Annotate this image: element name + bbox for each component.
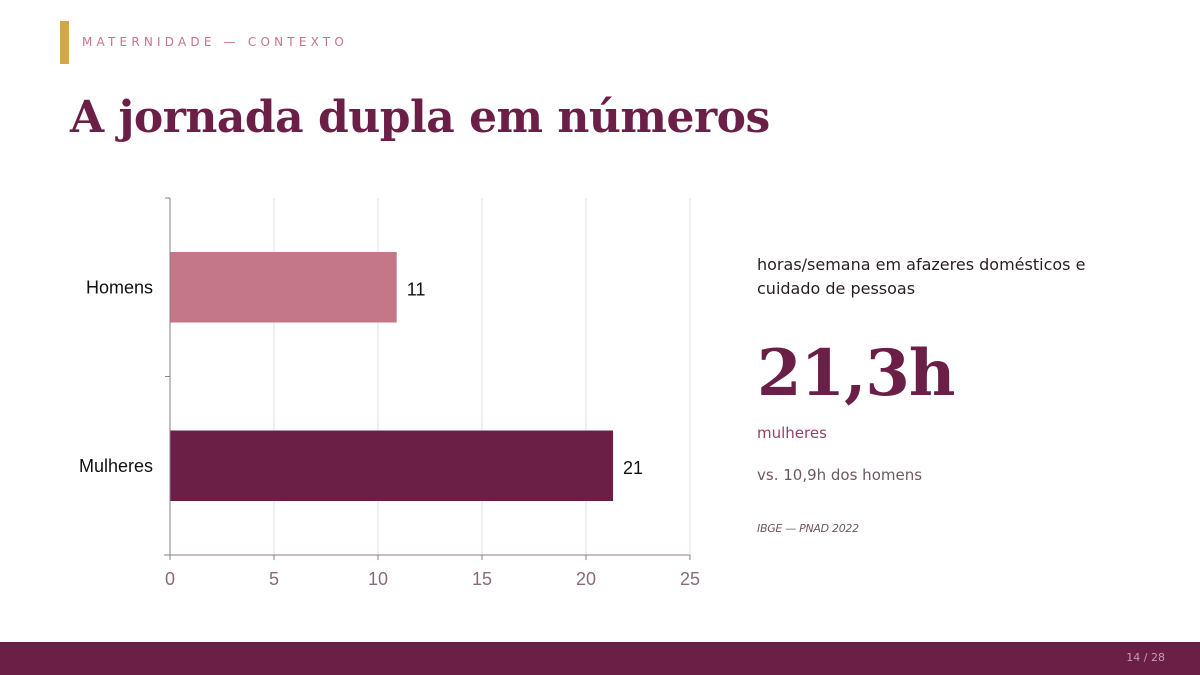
side-panel: horas/semana em afazeres domésticos e cu… xyxy=(757,253,1117,301)
data-label: 11 xyxy=(407,279,426,299)
source-note: IBGE — PNAD 2022 xyxy=(757,522,859,535)
x-tick-label: 0 xyxy=(165,569,175,589)
x-tick-label: 25 xyxy=(680,569,700,589)
data-label: 21 xyxy=(623,458,643,478)
x-tick-label: 20 xyxy=(576,569,596,589)
x-tick-label: 5 xyxy=(269,569,279,589)
stat-description: horas/semana em afazeres domésticos e cu… xyxy=(757,255,1086,298)
category-label: Homens xyxy=(86,277,153,297)
headline-stat: 21,3h xyxy=(757,336,955,411)
headline-stat-label: mulheres xyxy=(757,424,827,442)
category-label: Mulheres xyxy=(79,456,153,476)
bar-mulheres xyxy=(170,430,614,502)
bar-homens xyxy=(170,251,397,323)
accent-bar xyxy=(60,21,69,64)
x-tick-label: 15 xyxy=(472,569,492,589)
page-title: A jornada dupla em números xyxy=(70,92,770,143)
x-tick-label: 10 xyxy=(368,569,388,589)
footer-bar: 14 / 28 xyxy=(0,642,1200,675)
section-kicker: MATERNIDADE — CONTEXTO xyxy=(82,35,348,49)
page-number: 14 / 28 xyxy=(1126,651,1165,664)
comparison-text: vs. 10,9h dos homens xyxy=(757,466,923,484)
bar-chart: 0 5 10 15 20 25 Homens 11 Mulheres 21 xyxy=(79,197,700,589)
